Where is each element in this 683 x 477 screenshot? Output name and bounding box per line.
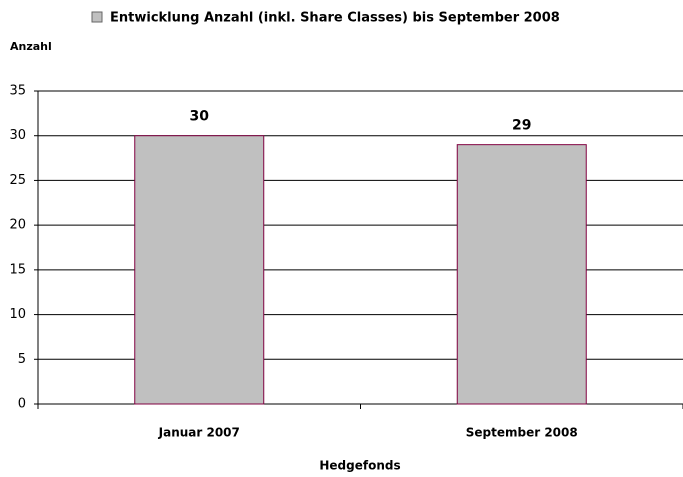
y-tick-label: 10 xyxy=(9,307,26,322)
y-axis-label: Anzahl xyxy=(10,40,52,53)
data-label: 30 xyxy=(190,109,210,125)
y-tick-label: 20 xyxy=(9,218,26,233)
x-tick-label: Januar 2007 xyxy=(158,426,240,440)
bar xyxy=(456,144,587,405)
legend-label: Entwicklung Anzahl (inkl. Share Classes)… xyxy=(110,11,560,26)
data-label: 29 xyxy=(512,118,531,134)
y-tick-label: 15 xyxy=(9,262,26,277)
y-tick-label: 0 xyxy=(18,397,26,412)
y-tick-label: 30 xyxy=(9,128,26,143)
y-tick-label: 25 xyxy=(9,173,26,188)
y-tick-label: 5 xyxy=(18,352,26,367)
legend-swatch xyxy=(91,11,103,23)
y-tick-label: 35 xyxy=(9,84,26,99)
x-tick-label: September 2008 xyxy=(466,426,578,440)
bar xyxy=(134,135,265,405)
x-axis-label: Hedgefonds xyxy=(319,459,400,473)
